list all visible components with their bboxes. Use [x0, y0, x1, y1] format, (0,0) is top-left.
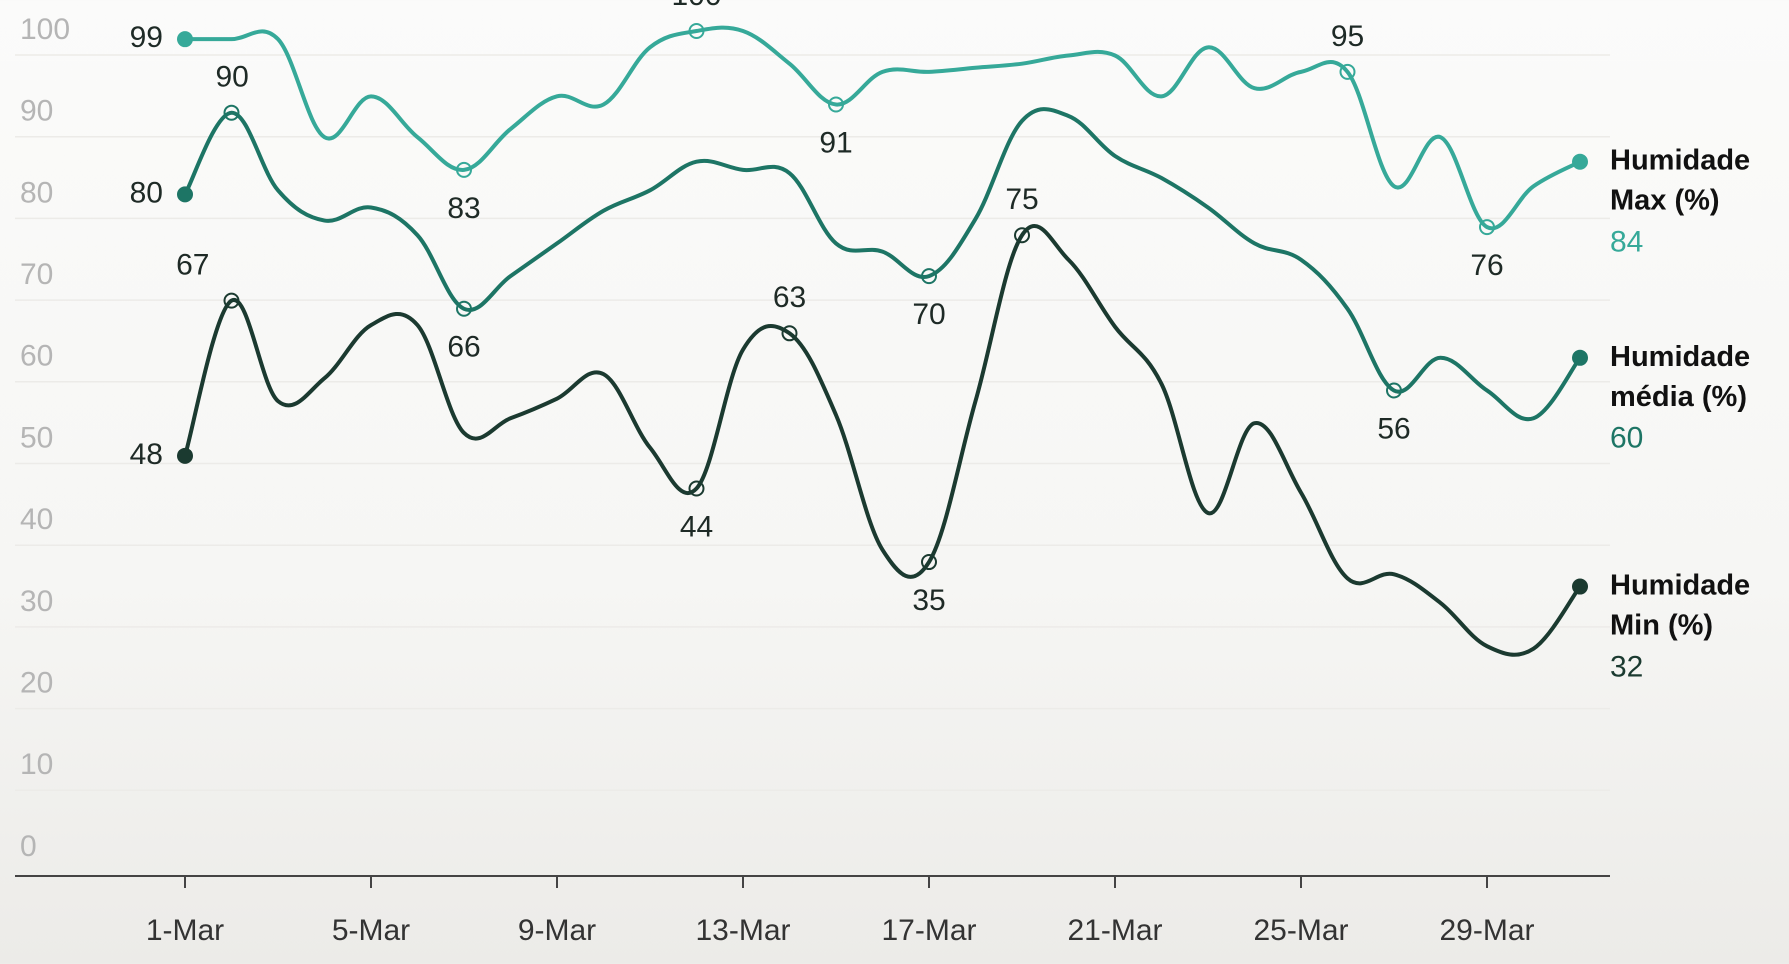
- data-label: 95: [1331, 20, 1364, 53]
- point-marker: [1479, 219, 1495, 236]
- data-label: 67: [176, 249, 209, 282]
- point-marker: [921, 268, 937, 285]
- x-tick-label: 17-Mar: [881, 914, 976, 947]
- legend-label: Humidade Max (%): [1610, 144, 1750, 216]
- data-label: 70: [912, 298, 945, 331]
- legend-value: 60: [1610, 422, 1643, 455]
- series-line: [183, 224, 1582, 657]
- data-label: 56: [1377, 412, 1410, 445]
- point-marker: [223, 292, 240, 309]
- legend-label: Humidade Min (%): [1610, 569, 1750, 641]
- y-tick-label: 90: [20, 95, 53, 128]
- end-marker: [1572, 349, 1588, 366]
- data-label: 83: [447, 192, 480, 225]
- x-tick-label: 25-Mar: [1253, 914, 1348, 947]
- y-tick-label: 100: [20, 13, 70, 46]
- end-marker: [177, 186, 193, 203]
- data-label: 91: [819, 126, 852, 159]
- point-marker: [1014, 227, 1030, 244]
- point-marker: [223, 104, 240, 121]
- point-marker: [456, 300, 472, 317]
- series-line: [185, 25, 1581, 231]
- y-tick-label: 60: [20, 340, 53, 373]
- y-tick-label: 80: [20, 176, 53, 209]
- y-tick-label: 50: [20, 421, 53, 454]
- x-tick-label: 5-Mar: [332, 914, 410, 947]
- point-marker: [921, 554, 937, 571]
- x-tick-label: 1-Mar: [146, 914, 224, 947]
- end-marker: [177, 447, 193, 464]
- point-marker: [1386, 382, 1402, 399]
- legend-label: Humidade média (%): [1610, 340, 1750, 412]
- data-label: 44: [680, 510, 713, 543]
- data-label: 48: [130, 438, 163, 471]
- data-label: 35: [912, 584, 945, 617]
- y-tick-label: 30: [20, 585, 53, 618]
- legend-value: 32: [1610, 650, 1643, 683]
- x-tick-label: 9-Mar: [518, 914, 596, 947]
- data-label: 90: [216, 61, 249, 94]
- legend-value: 84: [1610, 226, 1643, 259]
- point-marker: [781, 325, 798, 342]
- point-marker: [456, 161, 472, 178]
- point-marker: [1339, 63, 1356, 80]
- point-marker: [688, 480, 705, 497]
- data-label: 75: [1005, 183, 1038, 216]
- y-tick-label: 20: [20, 667, 53, 700]
- data-label: 63: [773, 281, 806, 314]
- x-tick-label: 13-Mar: [695, 914, 790, 947]
- x-tick-label: 29-Mar: [1439, 914, 1534, 947]
- y-tick-label: 10: [20, 748, 53, 781]
- data-label: 99: [130, 21, 163, 54]
- y-tick-label: 0: [20, 830, 37, 863]
- y-tick-label: 70: [20, 258, 53, 291]
- point-marker: [828, 96, 844, 113]
- end-marker: [177, 31, 193, 48]
- x-tick-label: 21-Mar: [1067, 914, 1162, 947]
- series-line: [183, 107, 1582, 422]
- data-label: 100: [671, 0, 721, 12]
- data-label: 66: [447, 331, 480, 364]
- data-label: 80: [130, 176, 163, 209]
- y-tick-label: 40: [20, 503, 53, 536]
- end-marker: [1572, 578, 1588, 595]
- end-marker: [1572, 153, 1588, 170]
- point-marker: [688, 23, 705, 39]
- data-label: 76: [1470, 249, 1503, 282]
